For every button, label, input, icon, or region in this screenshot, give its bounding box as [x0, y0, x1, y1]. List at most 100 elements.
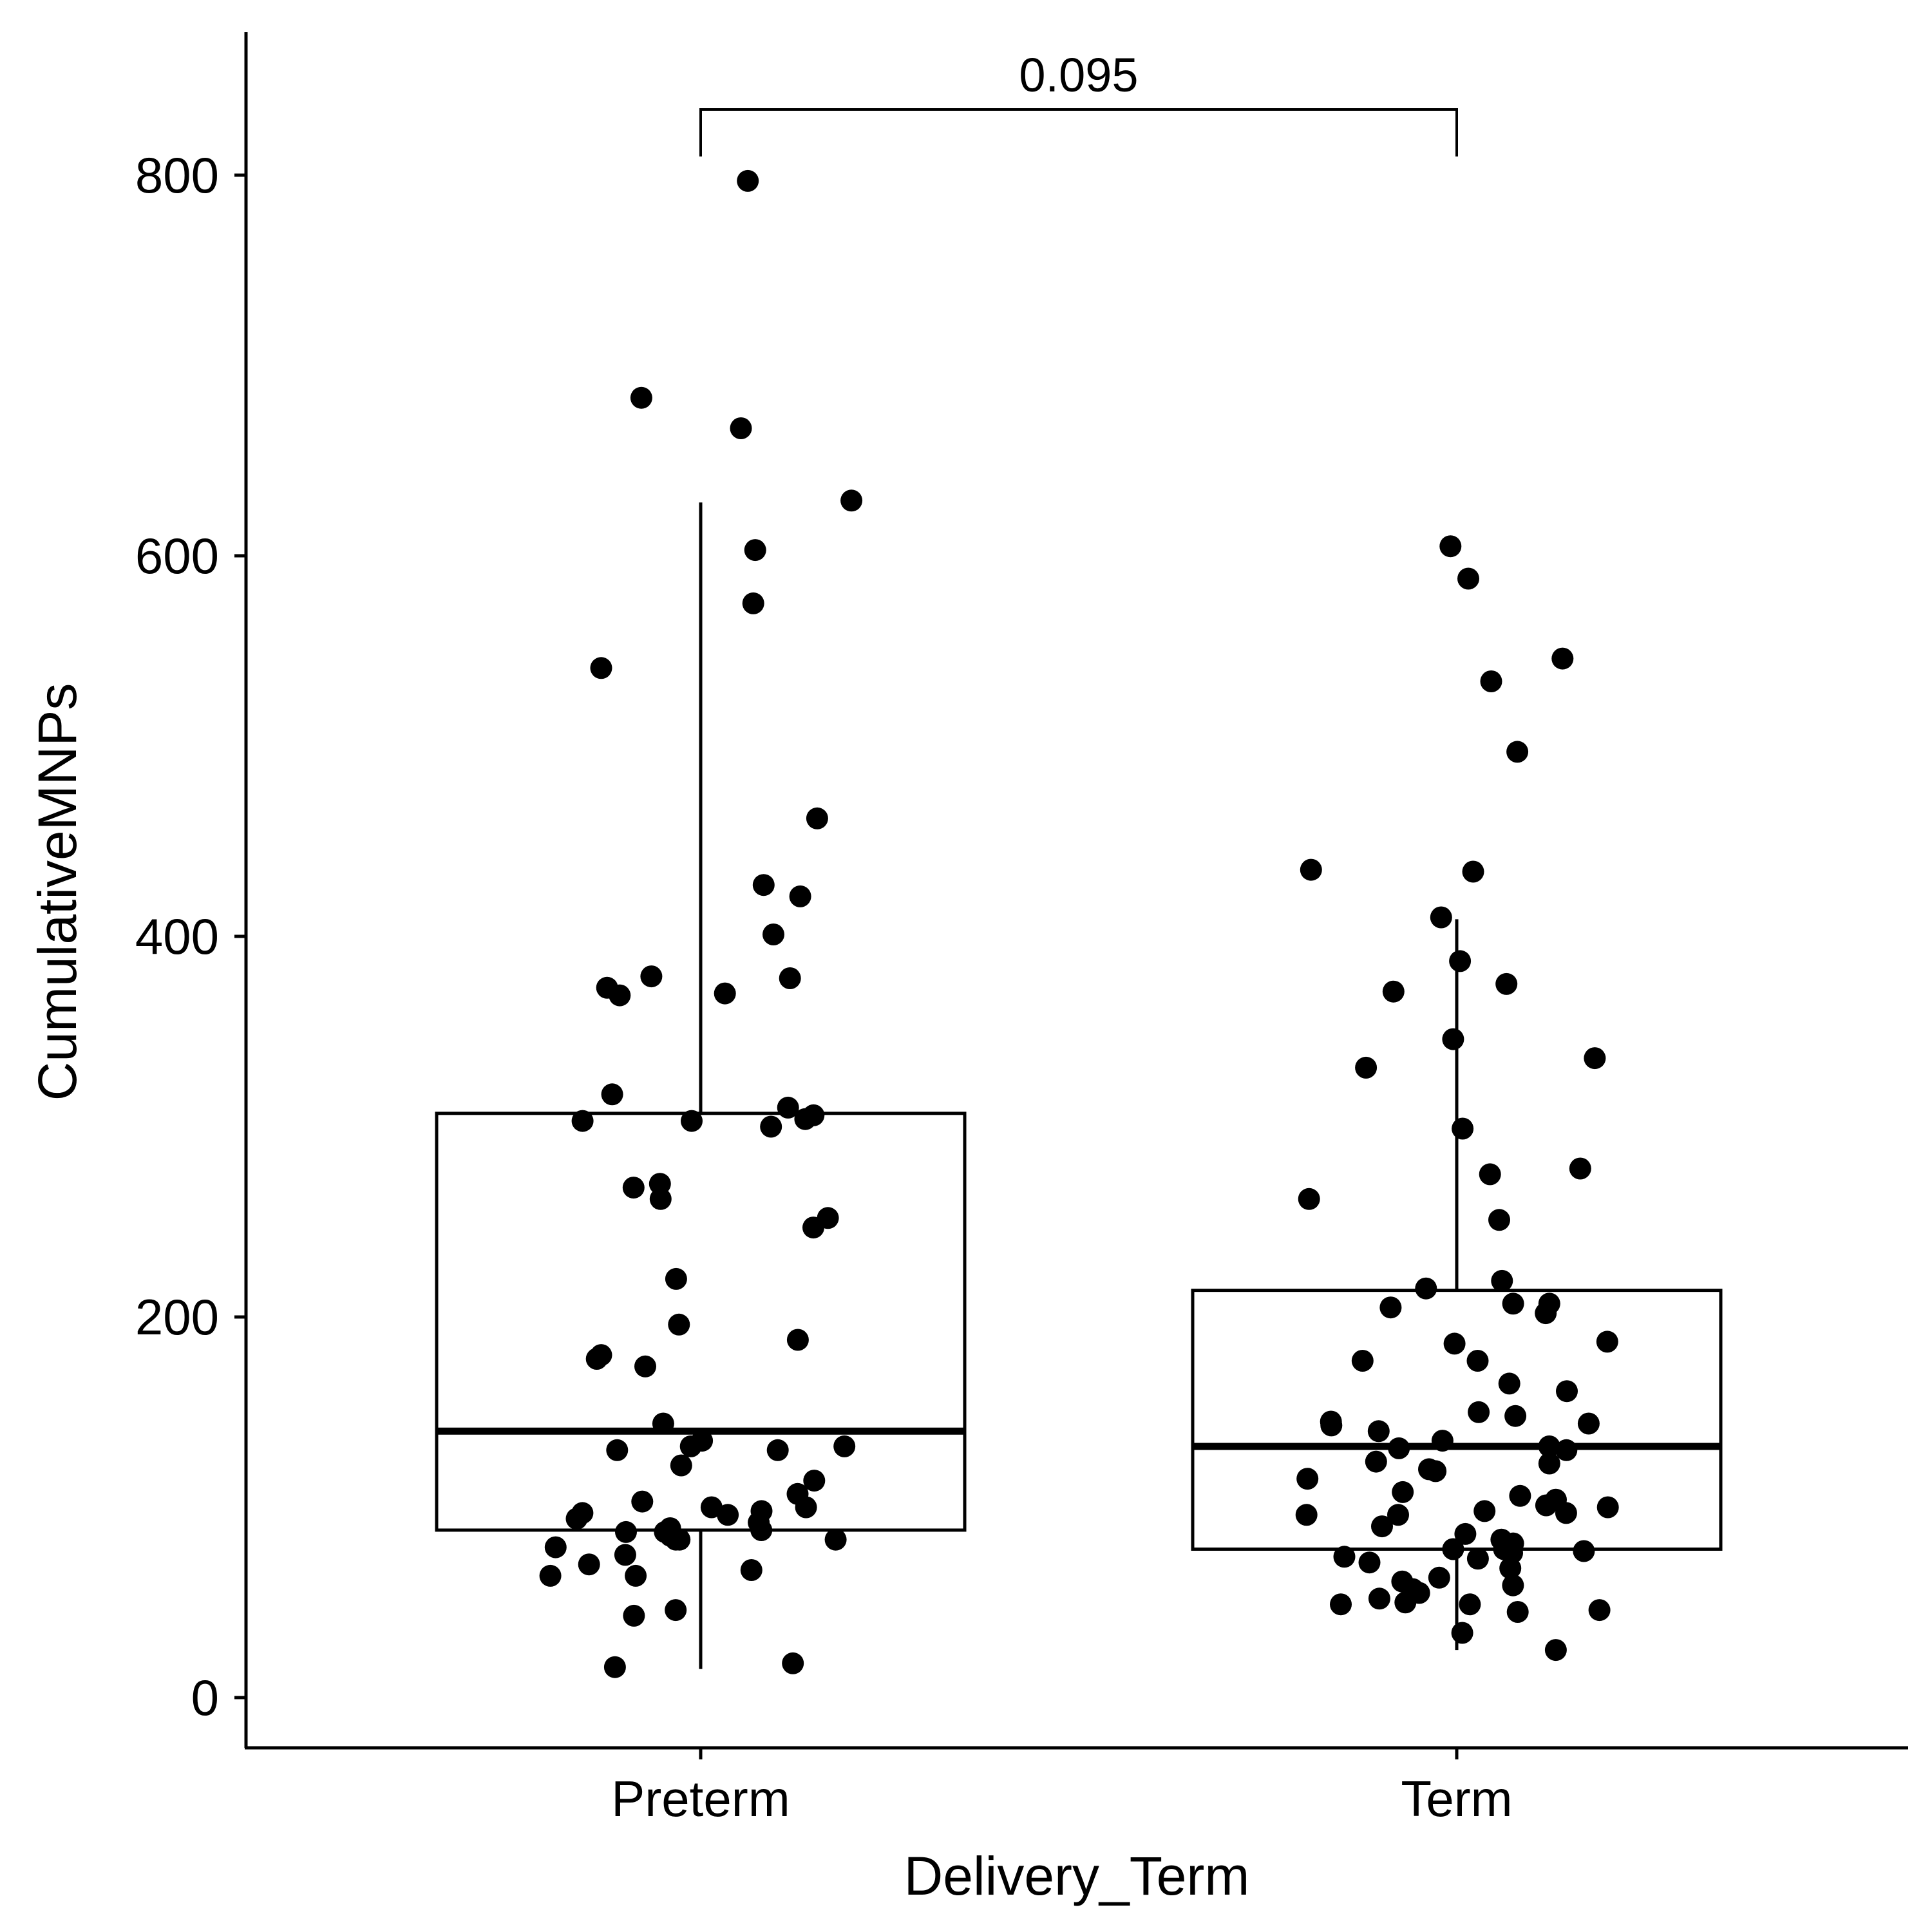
data-point [1442, 1028, 1464, 1050]
data-point [1495, 972, 1518, 995]
data-point [1333, 1546, 1356, 1568]
data-point [1425, 1460, 1447, 1482]
data-point [614, 1544, 636, 1566]
data-point [789, 885, 811, 907]
data-point [750, 1519, 773, 1541]
data-point [670, 1454, 692, 1477]
data-point [1368, 1587, 1390, 1610]
data-point [603, 1656, 626, 1678]
data-point [1506, 741, 1529, 763]
data-point [1596, 1496, 1619, 1519]
data-point [1449, 950, 1472, 972]
data-point [1491, 1269, 1513, 1292]
data-point [744, 539, 766, 562]
data-point [679, 1435, 702, 1457]
data-point [1584, 1047, 1606, 1070]
data-point [779, 967, 801, 989]
data-point [649, 1188, 672, 1210]
data-point [782, 1652, 804, 1674]
data-point [623, 1604, 645, 1627]
data-point [622, 1177, 645, 1199]
data-point [585, 1348, 608, 1370]
y-ticks: 0 200 400 600 800 [135, 147, 246, 1726]
data-point [1442, 1538, 1464, 1560]
data-point [609, 984, 631, 1007]
data-point [601, 1083, 623, 1106]
y-tick-label: 600 [135, 527, 219, 584]
data-point [1415, 1277, 1437, 1300]
data-point [1538, 1435, 1560, 1457]
data-point [1431, 1430, 1454, 1452]
data-point [1498, 1372, 1520, 1395]
data-point [730, 417, 752, 439]
data-point [1506, 1601, 1529, 1623]
x-ticks: Preterm Term [611, 1748, 1513, 1827]
data-point [714, 982, 736, 1005]
data-point [700, 1496, 723, 1519]
data-point [1468, 1401, 1490, 1423]
data-point [1452, 1117, 1474, 1140]
data-point [786, 1329, 809, 1351]
data-point [1330, 1593, 1352, 1616]
data-point [1502, 1293, 1524, 1315]
data-point [762, 923, 784, 945]
data-point [606, 1439, 629, 1461]
data-point [806, 807, 828, 829]
boxes-layer [435, 502, 1723, 1669]
data-point [737, 169, 759, 192]
data-point [1488, 1209, 1510, 1231]
data-point [752, 874, 775, 896]
y-tick-label: 800 [135, 147, 219, 204]
data-point [631, 1490, 654, 1513]
data-point [1430, 906, 1452, 929]
data-point [766, 1439, 789, 1461]
data-point [1535, 1494, 1557, 1517]
plot-area: 0 200 400 600 800 Preterm Term 0.095 [135, 32, 1908, 1827]
data-point [1573, 1540, 1595, 1562]
data-point [740, 1559, 762, 1581]
data-point [539, 1564, 562, 1587]
data-point [1504, 1405, 1527, 1427]
data-point [824, 1528, 847, 1551]
data-point [652, 1412, 674, 1435]
data-point [1387, 1504, 1409, 1526]
data-point [1555, 1502, 1577, 1524]
data-point [1569, 1157, 1591, 1180]
data-point [1462, 860, 1484, 883]
data-point [578, 1553, 600, 1576]
p-value-label: 0.095 [1019, 48, 1138, 102]
data-point [1480, 670, 1502, 692]
data-point [634, 1355, 656, 1378]
data-point [1544, 1639, 1567, 1662]
iqr-box [1191, 1289, 1723, 1551]
data-point [1466, 1350, 1489, 1372]
data-point [803, 1470, 826, 1492]
data-point [1298, 1188, 1320, 1210]
data-point [1428, 1566, 1450, 1589]
data-point [1535, 1302, 1557, 1325]
data-point [590, 657, 612, 679]
y-axis-title: CumulativeMNPs [27, 683, 88, 1101]
x-tick-label: Term [1401, 1770, 1512, 1827]
data-point [777, 1096, 799, 1119]
data-point [565, 1508, 588, 1530]
data-point [615, 1520, 637, 1543]
data-point [1296, 1468, 1319, 1490]
data-point [1479, 1163, 1501, 1186]
data-point [1596, 1331, 1618, 1353]
data-point [1358, 1551, 1381, 1574]
data-point [717, 1504, 739, 1526]
data-point [1551, 647, 1574, 670]
data-point [1300, 858, 1322, 881]
data-point [1555, 1439, 1578, 1461]
data-point [760, 1115, 782, 1138]
data-point [668, 1528, 691, 1551]
data-point [833, 1435, 856, 1457]
data-point [795, 1496, 817, 1519]
data-point [1379, 1296, 1402, 1319]
data-point [1394, 1591, 1417, 1614]
data-point [794, 1108, 817, 1130]
data-point [665, 1599, 687, 1622]
data-point [742, 592, 764, 614]
